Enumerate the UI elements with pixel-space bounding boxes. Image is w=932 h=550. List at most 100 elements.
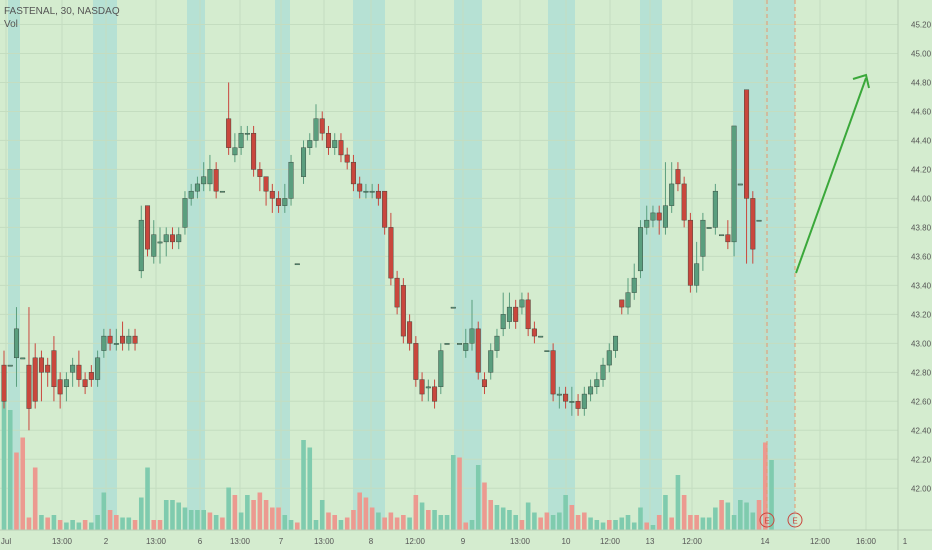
candle-body	[32, 357, 38, 402]
candle-body	[563, 393, 569, 402]
volume-indicator-label[interactable]: Vol	[4, 19, 18, 30]
candle-body	[232, 147, 238, 156]
candle-body	[637, 227, 643, 272]
volume-bar	[575, 515, 581, 530]
candle-body	[756, 219, 762, 222]
candle-body	[400, 285, 406, 337]
volume-bar	[725, 502, 731, 530]
volume-bar	[338, 520, 344, 530]
price-tick-label: 42.40	[911, 426, 932, 435]
candle-body	[694, 263, 700, 286]
volume-bar	[207, 512, 213, 530]
candle-body	[194, 183, 200, 192]
volume-bar	[407, 517, 412, 530]
volume-bar	[157, 520, 163, 530]
volume-bar	[332, 515, 338, 530]
time-tick-label: 8	[369, 537, 374, 546]
candle-body	[706, 227, 712, 229]
candle-body	[51, 350, 57, 388]
candle-body	[488, 350, 494, 373]
volume-bar	[656, 515, 662, 530]
candle-body	[588, 386, 594, 395]
volume-bar	[188, 510, 194, 530]
volume-bar	[650, 525, 656, 530]
candle-body	[506, 306, 512, 322]
candle-body	[363, 190, 369, 193]
volume-bar	[270, 507, 275, 530]
volume-bar	[263, 500, 269, 530]
volume-bar	[120, 517, 125, 530]
volume-bar	[232, 495, 238, 530]
candle-body	[169, 234, 175, 243]
volume-bar	[675, 475, 681, 530]
volume-bar	[213, 515, 219, 530]
candle-body	[631, 277, 637, 293]
volume-bar	[762, 442, 768, 530]
volume-bar	[7, 410, 13, 530]
volume-bar	[382, 517, 387, 530]
volume-bar	[26, 517, 32, 530]
volume-bar	[1, 400, 7, 530]
volume-bar	[89, 522, 94, 530]
volume-bar	[769, 460, 774, 530]
candle-body	[88, 372, 94, 380]
volume-bar	[288, 520, 294, 530]
volume-bar	[513, 515, 518, 530]
volume-bar	[401, 515, 406, 530]
volume-bar	[51, 515, 57, 530]
volume-bar	[70, 520, 75, 530]
candle-body	[625, 292, 631, 308]
volume-bar	[114, 515, 119, 530]
volume-bar	[613, 520, 618, 530]
volume-bar	[432, 510, 437, 530]
volume-bar	[388, 512, 394, 530]
time-tick-label: 14	[761, 537, 770, 546]
volume-bar	[738, 500, 743, 530]
volume-bar	[419, 502, 425, 530]
volume-bars	[1, 400, 774, 530]
volume-bar	[363, 497, 369, 530]
volume-bar	[694, 515, 699, 530]
arrow-shaft	[795, 77, 867, 274]
candle-body	[263, 176, 269, 192]
volume-bar	[519, 520, 525, 530]
volume-bar	[257, 492, 263, 530]
candle-body	[76, 364, 82, 380]
candle-body	[120, 335, 126, 344]
volume-bar	[251, 500, 256, 530]
volume-bar	[57, 520, 63, 530]
volume-bar	[475, 465, 481, 530]
time-tick-label: 6	[198, 537, 203, 546]
volume-bar	[369, 507, 375, 530]
candle-body	[1, 364, 7, 402]
time-tick-label: 16:00	[856, 537, 877, 546]
price-tick-label: 42.60	[911, 397, 932, 406]
time-tick-label: 13	[646, 537, 655, 546]
time-tick-label: 2	[104, 537, 109, 546]
volume-bar	[32, 467, 38, 530]
symbol-title[interactable]: FASTENAL, 30, NASDAQ	[4, 6, 120, 17]
candle-body	[101, 335, 107, 351]
candle-body	[619, 299, 625, 308]
candle-body	[369, 190, 375, 193]
volume-bar	[14, 452, 19, 530]
candle-body	[226, 118, 232, 148]
volume-bar	[606, 520, 612, 530]
candle-body	[13, 328, 19, 359]
volume-bar	[463, 522, 469, 530]
volume-bar	[126, 517, 132, 530]
candle-body	[538, 335, 544, 338]
candle-body	[675, 169, 681, 185]
earnings-marker-label: E	[764, 517, 769, 526]
candle-body	[207, 169, 213, 185]
time-tick-label: 13:00	[510, 537, 531, 546]
candle-body	[26, 364, 32, 409]
candle-body	[494, 335, 500, 351]
candle-body	[7, 364, 13, 367]
candle-body	[157, 241, 163, 244]
candle-body	[425, 386, 431, 389]
volume-bar	[488, 500, 494, 530]
candle-body	[126, 335, 132, 344]
